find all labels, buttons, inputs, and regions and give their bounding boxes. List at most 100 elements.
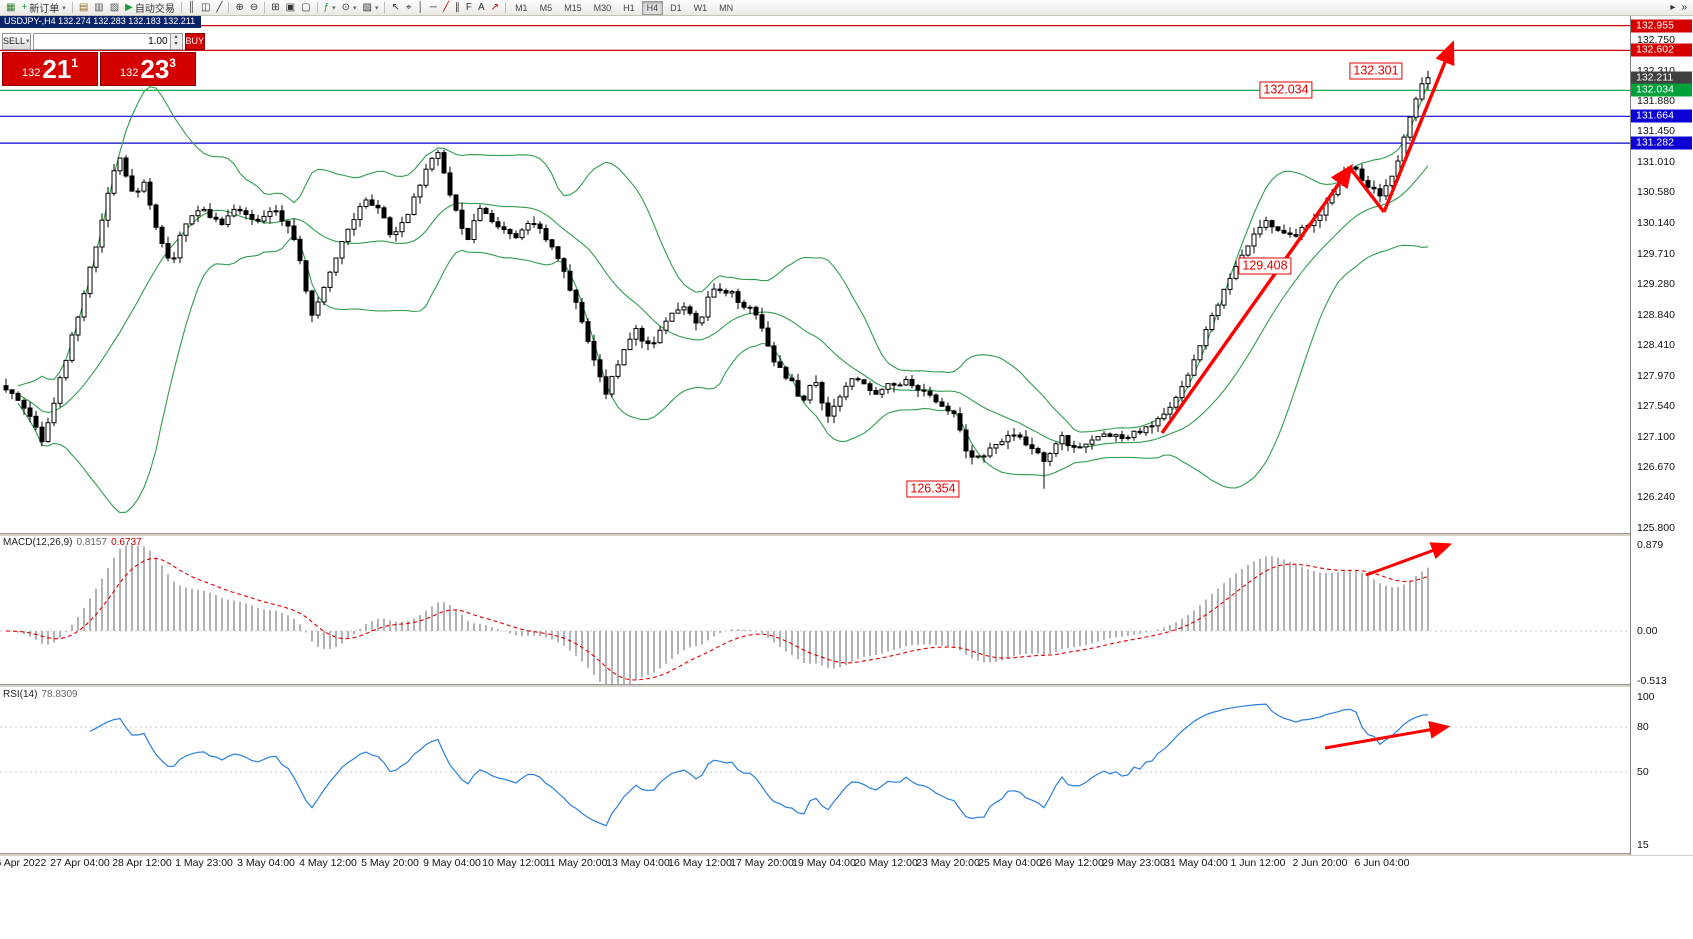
periods-icon: ⊙ <box>341 1 350 13</box>
cursor-icon[interactable]: ↖ <box>388 1 402 14</box>
macd-pane[interactable] <box>0 535 1630 684</box>
main-chart[interactable]: 132.301 132.034 129.408 126.354 <box>0 14 1630 533</box>
price-axis-label: 131.010 <box>1637 156 1675 169</box>
auto-scroll-icon[interactable]: » <box>1681 1 1687 13</box>
arrange-windows-icon[interactable]: ▢ <box>298 1 313 14</box>
order-type-sell-dropdown[interactable]: SELL ▾ <box>2 32 31 50</box>
vertical-line-icon[interactable]: │ <box>415 1 427 14</box>
time-axis-label: 17 May 20:00 <box>730 857 794 869</box>
time-axis-label: 28 Apr 12:00 <box>112 857 172 869</box>
auto-trading-button[interactable]: ▶ 自动交易 <box>125 1 175 15</box>
price-axis-label: 128.410 <box>1637 338 1675 351</box>
price-axis-label: 125.800 <box>1637 522 1675 535</box>
stepper-up-icon[interactable]: ▴ <box>170 33 182 41</box>
price-axis-label: 129.710 <box>1637 247 1675 260</box>
time-axis-label: 13 May 04:00 <box>606 857 670 869</box>
market-watch-icon[interactable]: ▥ <box>91 1 106 14</box>
main-chart-canvas[interactable] <box>0 14 1630 533</box>
auto-trading-button: ▶ <box>125 1 133 13</box>
timeframe-h1[interactable]: H1 <box>623 2 635 13</box>
time-axis-label: 27 Apr 04:00 <box>50 857 110 869</box>
timeframe-m15[interactable]: M15 <box>564 2 582 13</box>
price-tag: 132.034 <box>1631 83 1692 97</box>
arrows-tool-icon[interactable]: ↗ <box>488 1 502 14</box>
time-axis-label: 19 May 04:00 <box>792 857 856 869</box>
rsi-pane[interactable] <box>0 686 1630 853</box>
zoom-in-icon[interactable]: ⊕ <box>232 1 246 14</box>
macd-canvas[interactable] <box>0 535 1630 684</box>
volume-input[interactable] <box>33 33 170 49</box>
macd-axis-label: 0.00 <box>1637 625 1658 637</box>
rsi-axis-label: 15 <box>1637 839 1649 851</box>
time-axis-label: 4 May 12:00 <box>299 857 357 869</box>
order-type-buy-button[interactable]: BUY <box>184 32 206 50</box>
rsi-axis-label: 50 <box>1637 766 1649 778</box>
rsi-axis-label: 80 <box>1637 721 1649 733</box>
line-chart-icon[interactable]: ╱ <box>213 1 225 14</box>
rsi-name: RSI(14) <box>3 689 38 700</box>
stepper-down-icon[interactable]: ▾ <box>170 41 182 49</box>
horizontal-line-icon: ─ <box>429 1 437 13</box>
cascade-windows-icon: ▣ <box>285 1 296 13</box>
time-axis-label: 10 May 12:00 <box>482 857 546 869</box>
timeframe-h4[interactable]: H4 <box>641 0 664 15</box>
horizontal-line-icon[interactable]: ─ <box>427 1 440 14</box>
rsi-canvas[interactable] <box>0 686 1630 853</box>
templates-icon: ▨ <box>362 1 372 13</box>
macd-axis-label: 0.879 <box>1637 539 1664 551</box>
data-window-icon: ▧ <box>109 1 120 13</box>
candles <box>3 70 1431 489</box>
timeframe-m1[interactable]: M1 <box>515 2 528 13</box>
macd-axis-label: -0.513 <box>1637 675 1667 687</box>
pane-splitter[interactable] <box>0 684 1693 687</box>
data-window-icon[interactable]: ▧ <box>107 1 122 14</box>
macd-name: MACD(12,26,9) <box>3 537 73 548</box>
zoom-out-icon[interactable]: ⊖ <box>247 1 261 14</box>
crosshair-icon[interactable]: ⌖ <box>403 1 415 14</box>
templates-icon[interactable]: ▨ ▾ <box>360 1 382 14</box>
new-chart-icon[interactable]: ▦ <box>3 1 18 14</box>
line-chart-icon: ╱ <box>216 1 223 13</box>
bollinger-lower <box>17 233 1429 514</box>
trendline-icon[interactable]: ╱ <box>440 1 452 14</box>
indicators-add-icon: ƒ <box>323 1 330 13</box>
channel-icon[interactable]: ∥ <box>452 1 463 14</box>
buy-price-button[interactable]: 132 23 3 <box>100 52 196 86</box>
new-order-button[interactable]: + 新订单 ▾ <box>21 1 66 15</box>
bar-chart-icon[interactable]: ║ <box>185 1 198 14</box>
candlestick-chart-icon[interactable]: ◫ <box>198 1 213 14</box>
volume-stepper[interactable]: ▴ ▾ <box>169 33 182 49</box>
tile-windows-icon[interactable]: ⊞ <box>268 1 282 14</box>
timeframe-d1[interactable]: D1 <box>670 2 682 13</box>
time-axis-label: 6 Jun 04:00 <box>1354 857 1410 869</box>
chart-shift-icon[interactable]: ▸ <box>1670 1 1676 13</box>
horizontal-level-lines[interactable] <box>0 25 1630 144</box>
chevron-down-icon: ▾ <box>353 4 357 12</box>
pane-splitter[interactable] <box>0 533 1693 536</box>
time-axis-label: 9 May 04:00 <box>423 857 481 869</box>
chevron-down-icon: ▾ <box>374 4 379 12</box>
timeframe-m30[interactable]: M30 <box>593 2 612 13</box>
price-axis[interactable]: 132.750132.310131.880131.450131.010130.5… <box>1630 14 1693 855</box>
timeframe-mn[interactable]: MN <box>719 2 734 13</box>
indicators-add-icon[interactable]: ƒ ▾ <box>321 1 339 14</box>
macd-value-signal: 0.6737 <box>111 537 142 548</box>
sell-price-button[interactable]: 132 21 1 <box>2 52 98 86</box>
macd-label: MACD(12,26,9) 0.8157 0.6737 <box>3 537 142 548</box>
rsi-value: 78.8309 <box>41 689 78 700</box>
pane-splitter[interactable] <box>0 853 1693 856</box>
crosshair-icon: ⌖ <box>405 1 412 13</box>
timeframe-w1[interactable]: W1 <box>693 2 708 13</box>
periods-icon[interactable]: ⊙ ▾ <box>339 1 360 14</box>
price-axis-label: 132.750 <box>1637 34 1675 46</box>
sell-small-label: SELL <box>3 36 26 46</box>
cascade-windows-icon[interactable]: ▣ <box>283 1 298 14</box>
layouts-icon[interactable]: ▤ <box>76 1 91 14</box>
fibonacci-icon[interactable]: F <box>463 1 475 14</box>
text-label-icon[interactable]: A <box>475 1 488 14</box>
toolbar-separator <box>384 2 386 13</box>
price-axis-label: 131.880 <box>1637 95 1675 108</box>
trend-arrows[interactable] <box>1160 40 1455 434</box>
timeframe-m5[interactable]: M5 <box>539 2 553 13</box>
